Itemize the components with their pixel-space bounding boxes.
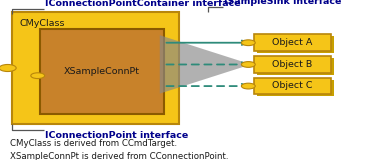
Text: IConnectionPoint interface: IConnectionPoint interface (45, 131, 189, 140)
Bar (257, 58, 334, 75)
Text: Object A: Object A (273, 38, 313, 47)
Text: Object B: Object B (273, 60, 313, 69)
Bar (254, 34, 331, 51)
Circle shape (241, 40, 255, 46)
Text: XSampleConnPt: XSampleConnPt (64, 67, 140, 76)
Bar (12, 12, 179, 124)
Bar (257, 80, 334, 96)
Circle shape (241, 62, 255, 67)
Text: CMyClass: CMyClass (19, 19, 65, 28)
Text: IConnectionPointContainer interface: IConnectionPointContainer interface (45, 0, 241, 8)
Bar (254, 56, 331, 73)
Bar (257, 36, 334, 53)
Text: CMyClass is derived from CCmdTarget.
XSampleConnPt is derived from CConnectionPo: CMyClass is derived from CCmdTarget. XSa… (10, 139, 228, 160)
Bar (254, 78, 331, 94)
Circle shape (31, 73, 45, 79)
Text: Object C: Object C (272, 81, 313, 91)
Bar (40, 29, 164, 114)
Text: ISampleSink interface: ISampleSink interface (224, 0, 342, 6)
Circle shape (0, 64, 16, 72)
Circle shape (241, 83, 255, 89)
Polygon shape (160, 35, 251, 94)
